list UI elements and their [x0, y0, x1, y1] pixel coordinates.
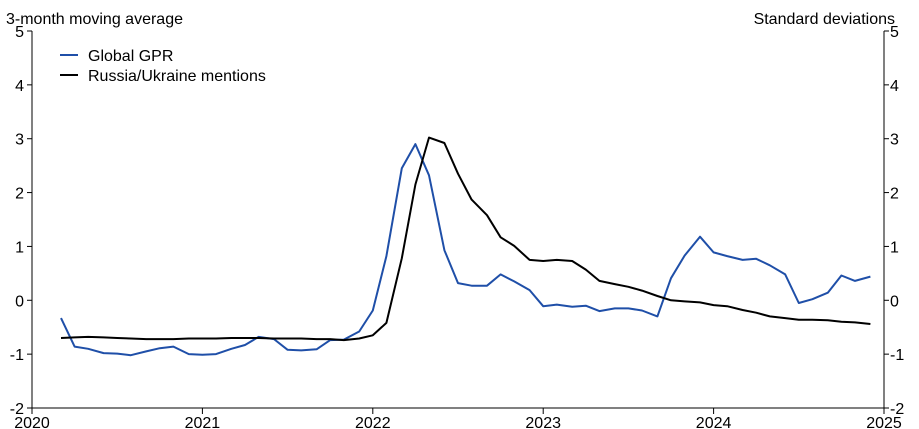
y-tick-label-left: -2 [10, 401, 24, 418]
y-tick-label-left: 5 [15, 24, 24, 41]
right-axis-label: Standard deviations [754, 11, 895, 28]
series-line-russia-ukraine [60, 136, 871, 342]
series-line-global-gpr [60, 143, 871, 357]
y-tick-label-left: -1 [10, 347, 24, 364]
y-tick-label-right: -2 [890, 401, 904, 418]
y-tick-label-right: -1 [890, 347, 904, 364]
y-tick-label-left: 2 [15, 186, 24, 203]
legend-label-global-gpr: Global GPR [88, 48, 173, 65]
x-tick-label: 2024 [696, 415, 732, 429]
y-tick-label-right: 0 [890, 293, 899, 310]
left-axis-label: 3-month moving average [6, 11, 183, 28]
y-tick-label-right: 2 [890, 186, 899, 203]
y-tick-label-left: 1 [15, 239, 24, 256]
y-tick-label-left: 0 [15, 293, 24, 310]
x-tick-label: 2020 [14, 415, 50, 429]
legend-label-russia-ukraine: Russia/Ukraine mentions [88, 68, 266, 85]
x-tick-label: 2025 [866, 415, 902, 429]
y-tick-label-right: 4 [890, 78, 899, 95]
y-tick-label-left: 3 [15, 132, 24, 149]
x-tick-label: 2023 [525, 415, 561, 429]
x-tick-label: 2022 [355, 415, 391, 429]
x-tick-label: 2021 [185, 415, 221, 429]
y-tick-label-right: 5 [890, 24, 899, 41]
y-tick-label-left: 4 [15, 78, 24, 95]
axes: -2 -2 -1 -1 0 0 1 1 2 2 3 3 4 4 5 5 2020 2021 2022 2023 2024… [10, 24, 905, 429]
y-tick-label-right: 3 [890, 132, 899, 149]
series-layer [60, 136, 871, 357]
legend: Global GPR Russia/Ukraine mentions [60, 48, 266, 85]
y-tick-label-right: 1 [890, 239, 899, 256]
